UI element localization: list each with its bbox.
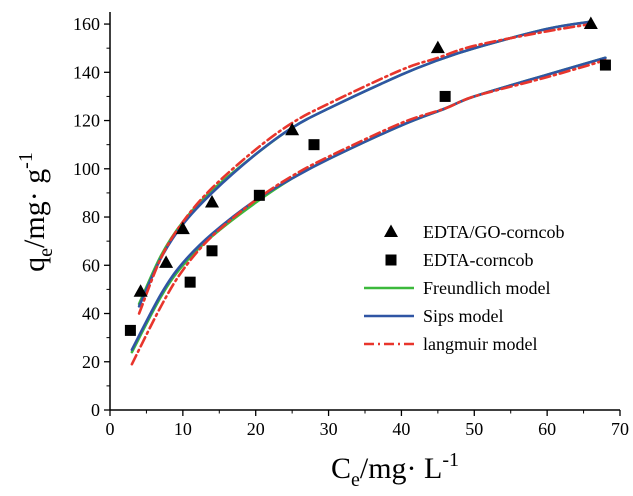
y-tick-label: 160 — [73, 14, 100, 34]
legend: EDTA/GO-corncob EDTA-corncob Freundlich mo… — [364, 222, 565, 354]
legend-label: Sips model — [423, 306, 504, 326]
x-tick-label: 70 — [611, 419, 629, 439]
y-tick-label: 80 — [82, 207, 100, 227]
y-tick-label: 40 — [82, 304, 100, 324]
plot-area — [110, 12, 620, 410]
y-tick-label: 120 — [73, 111, 100, 131]
data-points — [124, 16, 611, 336]
y-tick-label: 140 — [73, 62, 100, 82]
edta-corncob-point — [308, 139, 320, 151]
x-tick-label: 40 — [392, 419, 410, 439]
edta-corncob-point — [253, 189, 265, 201]
x-tick-label: 0 — [106, 419, 115, 439]
x-tick-label: 50 — [465, 419, 483, 439]
edta-corncob-point — [124, 324, 136, 336]
edta-go-corncob-point — [175, 221, 190, 235]
y-tick-label: 0 — [91, 400, 100, 420]
legend-label: EDTA/GO-corncob — [423, 222, 565, 242]
edta-corncob-point — [439, 90, 451, 102]
x-tick-label: 20 — [247, 419, 265, 439]
edta-corncob-point — [599, 59, 611, 71]
legend-label: Freundlich model — [423, 278, 550, 298]
edta-go-corncob-point — [133, 284, 148, 297]
x-tick-label: 30 — [320, 419, 338, 439]
legend-label: EDTA-corncob — [423, 250, 534, 270]
y-tick-label: 100 — [73, 159, 100, 179]
langmuir-model-curve — [137, 22, 593, 315]
edta-go-corncob-point — [430, 40, 445, 54]
y-tick-label: 20 — [82, 352, 100, 372]
edta-go-corncob-point — [159, 255, 174, 268]
edta-go-corncob-point — [583, 16, 598, 30]
x-tick-label: 60 — [538, 419, 556, 439]
edta-go-corncob-point — [285, 122, 300, 136]
edta-go-corncob-point — [205, 195, 219, 208]
legend-marker-triangle — [384, 224, 398, 237]
y-tick-label: 60 — [82, 255, 100, 275]
x-tick-label: 10 — [174, 419, 192, 439]
x-axis-title: Ce/mg· L-1 — [331, 449, 459, 491]
axes: 0 10 20 30 40 50 60 70 0 20 40 60 80 100 120 140 160 — [73, 12, 629, 439]
y-axis-title: qe/mg· g-1 — [15, 152, 57, 272]
legend-label: langmuir model — [423, 334, 537, 354]
edta-corncob-point — [206, 245, 218, 257]
edta-corncob-point — [184, 276, 196, 288]
legend-marker-square — [385, 254, 397, 266]
langmuir-model-curve — [130, 58, 607, 366]
